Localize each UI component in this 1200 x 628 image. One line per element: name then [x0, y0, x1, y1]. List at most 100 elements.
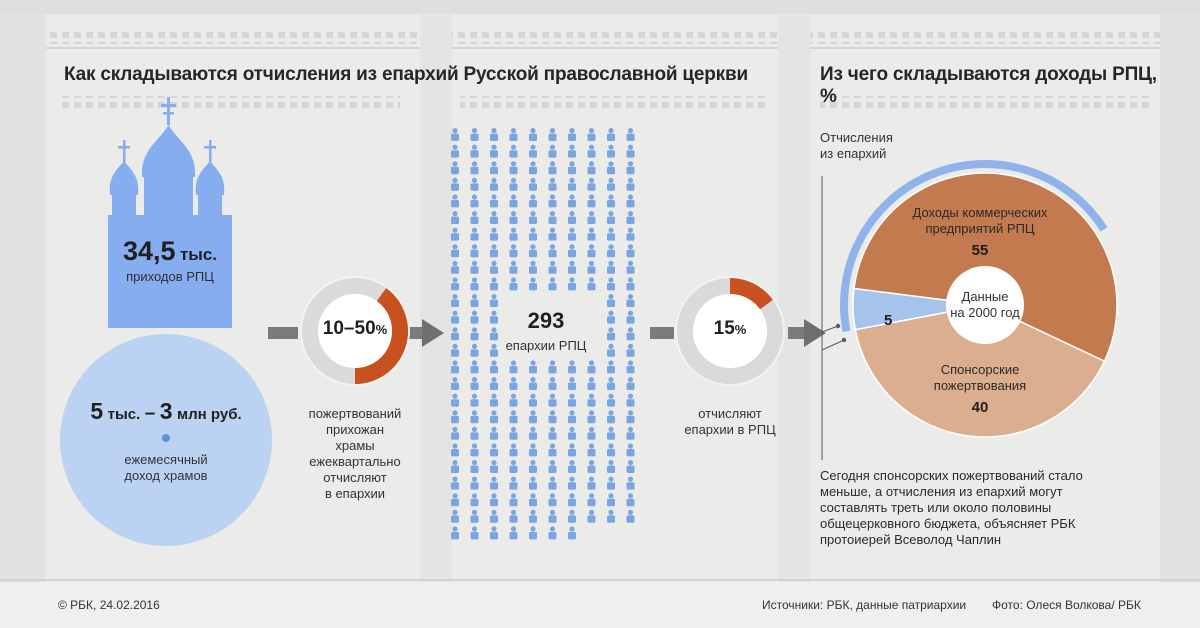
diocese-person-icon — [607, 244, 615, 258]
diocese-person-icon — [568, 509, 576, 523]
diocese-person-icon — [626, 260, 635, 274]
dioceses-people-grid — [451, 128, 635, 540]
diocese-person-icon — [587, 144, 596, 158]
parishes-value: 34,5 — [122, 236, 176, 266]
footer-copyright: © РБК, 24.02.2016 — [58, 598, 160, 612]
diocese-person-icon — [568, 426, 576, 440]
pie-slice-label-line: Спонсорские — [940, 362, 1020, 377]
diocese-person-icon — [490, 410, 498, 424]
diocese-share-label: отчисляют епархии в РПЦ — [660, 406, 800, 438]
diocese-person-icon — [626, 277, 635, 291]
diocese-person-icon — [548, 211, 557, 224]
diocese-person-icon — [451, 277, 459, 291]
pie-slice-value: 40 — [971, 399, 989, 416]
quote-line: общецерковного бюджета, объясняет РБК — [820, 516, 1076, 531]
diocese-person-icon — [490, 177, 498, 191]
diocese-person-icon — [451, 211, 459, 224]
diocese-person-icon — [470, 177, 479, 191]
diocese-person-icon — [626, 144, 635, 158]
diocese-person-icon — [587, 211, 596, 224]
diocese-person-icon — [626, 426, 635, 440]
dioceses-value: 293 — [527, 308, 565, 333]
dioceses-block: 293 епархии РПЦ — [446, 308, 646, 353]
diocese-person-icon — [470, 443, 479, 457]
parish-share-label-line: пожертвований — [308, 406, 402, 421]
pie-outer-legend: Отчисления из епархий — [820, 130, 893, 162]
diocese-person-icon — [548, 526, 557, 540]
diocese-person-icon — [451, 194, 459, 208]
pie-leader-line — [821, 325, 839, 333]
diocese-person-icon — [587, 177, 596, 191]
diocese-person-icon — [451, 526, 459, 540]
diocese-person-icon — [451, 343, 459, 357]
diocese-person-icon — [568, 493, 576, 507]
diocese-person-icon — [626, 460, 635, 473]
diocese-person-icon — [490, 310, 498, 324]
parish-share-arc — [354, 288, 408, 384]
pie-leader-line — [821, 339, 845, 351]
diocese-person-icon — [509, 260, 518, 274]
parish-share-label-line: ежеквартально — [309, 454, 401, 469]
right-title-unit: % — [820, 86, 837, 107]
diocese-person-icon — [548, 194, 557, 208]
pie-leader-dot — [835, 323, 841, 329]
church-icon — [108, 97, 232, 328]
diocese-person-icon — [470, 144, 479, 158]
diocese-person-icon — [548, 476, 557, 490]
diocese-person-icon — [548, 493, 557, 507]
diocese-person-icon — [548, 260, 557, 274]
diocese-person-icon — [587, 161, 596, 175]
diocese-person-icon — [548, 509, 557, 523]
diocese-person-icon — [529, 460, 537, 473]
diocese-person-icon — [568, 277, 576, 291]
diocese-person-icon — [451, 360, 459, 374]
diocese-person-icon — [490, 260, 498, 274]
diocese-person-icon — [626, 343, 635, 357]
diocese-share-value-line: 15% — [671, 318, 789, 340]
diocese-person-icon — [607, 277, 615, 291]
diocese-person-icon — [509, 360, 518, 374]
diocese-person-icon — [607, 343, 615, 357]
diocese-person-icon — [490, 460, 498, 473]
diocese-share-label-line: епархии в РПЦ — [684, 422, 776, 437]
pie-outer-ring — [840, 160, 1108, 333]
diocese-person-icon — [568, 244, 576, 258]
diocese-person-icon — [470, 294, 479, 307]
diocese-person-icon — [568, 393, 576, 407]
diocese-person-icon — [626, 128, 635, 141]
diocese-person-icon — [470, 426, 479, 440]
diocese-person-icon — [529, 476, 537, 490]
dioceses-label: епархии РПЦ — [505, 338, 587, 353]
diocese-person-icon — [509, 460, 518, 473]
income-to: 3 — [159, 398, 173, 424]
diocese-person-icon — [470, 244, 479, 258]
diocese-person-icon — [470, 410, 479, 424]
diocese-person-icon — [509, 476, 518, 490]
footer-sources: Источники: РБК, данные патриархии — [762, 598, 967, 612]
diocese-person-icon — [607, 493, 615, 507]
diocese-person-icon — [451, 177, 459, 191]
parish-share-donut — [300, 276, 410, 386]
diocese-person-icon — [470, 526, 479, 540]
diocese-person-icon — [490, 211, 498, 224]
diocese-person-icon — [451, 393, 459, 407]
pie-slice-label-commercial: Доходы коммерческих предприятий РПЦ 55 — [880, 205, 1080, 259]
diocese-person-icon — [548, 377, 557, 390]
pie-slice-label-line: предприятий РПЦ — [925, 221, 1035, 236]
diocese-person-icon — [568, 227, 576, 241]
diocese-person-icon — [470, 343, 479, 357]
dioceses-label-backdrop — [499, 294, 595, 356]
diocese-person-icon — [568, 443, 576, 457]
diocese-person-icon — [529, 244, 537, 258]
diocese-person-icon — [529, 509, 537, 523]
diocese-person-icon — [470, 310, 479, 324]
diocese-person-icon — [451, 410, 459, 424]
diocese-person-icon — [470, 509, 479, 523]
pie-outer-legend-line1: Отчисления — [820, 130, 893, 145]
diocese-person-icon — [451, 443, 459, 457]
right-title: Из чего складываются доходы РПЦ, % — [820, 64, 1157, 108]
diocese-person-icon — [470, 377, 479, 390]
diocese-person-icon — [568, 128, 576, 141]
diocese-person-icon — [509, 244, 518, 258]
diocese-person-icon — [626, 377, 635, 390]
